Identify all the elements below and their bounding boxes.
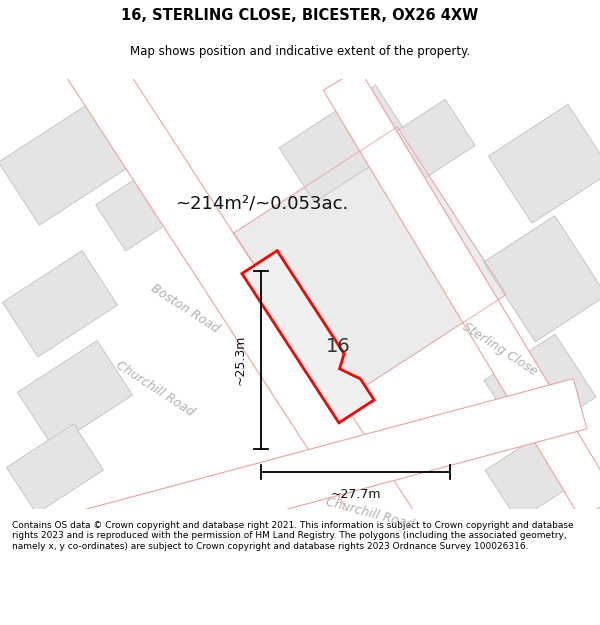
Text: 16: 16 bbox=[326, 338, 350, 356]
Text: Churchill Road: Churchill Road bbox=[325, 496, 415, 532]
Polygon shape bbox=[485, 427, 585, 521]
Polygon shape bbox=[279, 85, 411, 202]
Polygon shape bbox=[67, 48, 413, 539]
Text: 16, STERLING CLOSE, BICESTER, OX26 4XW: 16, STERLING CLOSE, BICESTER, OX26 4XW bbox=[121, 8, 479, 23]
Text: ~214m²/~0.053ac.: ~214m²/~0.053ac. bbox=[175, 195, 348, 212]
Text: ~25.3m: ~25.3m bbox=[234, 334, 247, 385]
Polygon shape bbox=[2, 251, 118, 357]
Polygon shape bbox=[234, 127, 506, 401]
Polygon shape bbox=[17, 341, 133, 447]
Polygon shape bbox=[13, 379, 587, 579]
Polygon shape bbox=[484, 334, 596, 443]
Polygon shape bbox=[0, 102, 131, 225]
Text: Contains OS data © Crown copyright and database right 2021. This information is : Contains OS data © Crown copyright and d… bbox=[12, 521, 574, 551]
Polygon shape bbox=[484, 216, 600, 342]
Polygon shape bbox=[95, 167, 184, 251]
Text: Map shows position and indicative extent of the property.: Map shows position and indicative extent… bbox=[130, 45, 470, 58]
Text: Sterling Close: Sterling Close bbox=[460, 320, 540, 378]
Polygon shape bbox=[395, 99, 475, 178]
Polygon shape bbox=[323, 69, 600, 519]
Polygon shape bbox=[7, 424, 104, 514]
Polygon shape bbox=[488, 104, 600, 223]
Text: Churchill Road: Churchill Road bbox=[113, 359, 197, 419]
Polygon shape bbox=[242, 251, 374, 423]
Text: ~27.7m: ~27.7m bbox=[330, 488, 381, 501]
Text: Boston Road: Boston Road bbox=[148, 282, 221, 336]
